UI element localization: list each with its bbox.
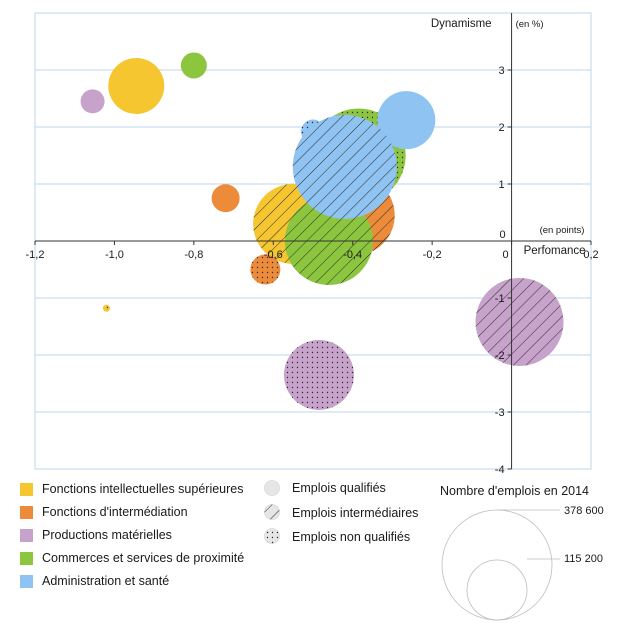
bubble-dots — [250, 254, 281, 285]
legend-item: Fonctions intellectuelles supérieures — [20, 482, 244, 496]
x-tick-label: 0,2 — [583, 249, 598, 261]
x-tick-label: -0,4 — [343, 249, 362, 261]
x-tick-label: 0 — [502, 249, 508, 261]
x-axis-title: Perfomance — [524, 245, 586, 257]
x-tick-label: -0,8 — [184, 249, 203, 261]
legend-item: Administration et santé — [20, 574, 169, 588]
y-tick-label: 3 — [498, 65, 504, 77]
x-axis-unit: (en points) — [540, 225, 585, 236]
y-axis-title: Dynamisme — [431, 18, 492, 30]
y-tick-label: -1 — [495, 293, 505, 305]
x-tick-label: -0,2 — [423, 249, 442, 261]
y-tick-label: 2 — [498, 122, 504, 134]
bubble — [180, 52, 207, 79]
legend-label: Fonctions d'intermédiation — [42, 505, 188, 519]
y-tick-label: 0 — [499, 229, 505, 241]
bubble-dots — [283, 339, 354, 410]
bubble-hatch — [475, 277, 564, 366]
y-axis-unit: (en %) — [516, 19, 544, 30]
bubble — [211, 184, 240, 213]
legend-label: Productions matérielles — [42, 528, 172, 542]
legend-pattern-label: Emplois non qualifiés — [292, 530, 411, 544]
legend-pattern-hatch — [264, 504, 280, 520]
legend-item: Commerces et services de proximité — [20, 551, 244, 565]
size-legend-title: Nombre d'emplois en 2014 — [440, 484, 589, 498]
legend-swatch — [20, 574, 33, 588]
legend-pattern-label: Emplois intermédiaires — [292, 506, 419, 520]
legend-label: Administration et santé — [42, 574, 170, 588]
axes: -1,2 -1,0 -0,8 -0,6 -0,4 -0,2 0 0,2 3 2 1 0 -1 -2 -3 -4… — [26, 13, 599, 476]
legend-swatch — [20, 482, 33, 496]
y-tick-label: 1 — [498, 179, 504, 191]
size-legend-circle-small — [466, 559, 528, 621]
size-legend-circle-large — [441, 509, 553, 621]
bubbles — [80, 52, 564, 410]
x-tick-label: -1,0 — [105, 249, 124, 261]
legend-item: Productions matérielles — [20, 528, 172, 542]
legend-graphics — [264, 480, 560, 621]
bubble — [377, 91, 436, 150]
bubble — [80, 89, 105, 114]
size-legend-label-large: 378 600 — [564, 505, 604, 517]
legend-label: Commerces et services de proximité — [42, 551, 245, 565]
bubble — [108, 57, 165, 114]
x-tick-label: -1,2 — [26, 249, 45, 261]
legend-pattern-label: Emplois qualifiés — [292, 481, 386, 495]
size-legend-label-small: 115 200 — [564, 553, 603, 565]
y-tick-label: -2 — [495, 350, 505, 362]
legend-pattern-swatch — [264, 480, 280, 496]
y-tick-label: -4 — [495, 464, 505, 476]
bubble-hatch — [292, 114, 397, 219]
y-tick-label: -3 — [495, 407, 505, 419]
legend-label: Fonctions intellectuelles supérieures — [42, 482, 244, 496]
bubble-dots — [102, 304, 110, 312]
x-tick-label: -0,6 — [264, 249, 283, 261]
legend-pattern-dots — [264, 528, 280, 544]
legend-swatch — [20, 528, 33, 542]
legend-swatch — [20, 505, 33, 519]
legend-item: Fonctions d'intermédiation — [20, 505, 188, 519]
legend-swatch — [20, 551, 33, 565]
